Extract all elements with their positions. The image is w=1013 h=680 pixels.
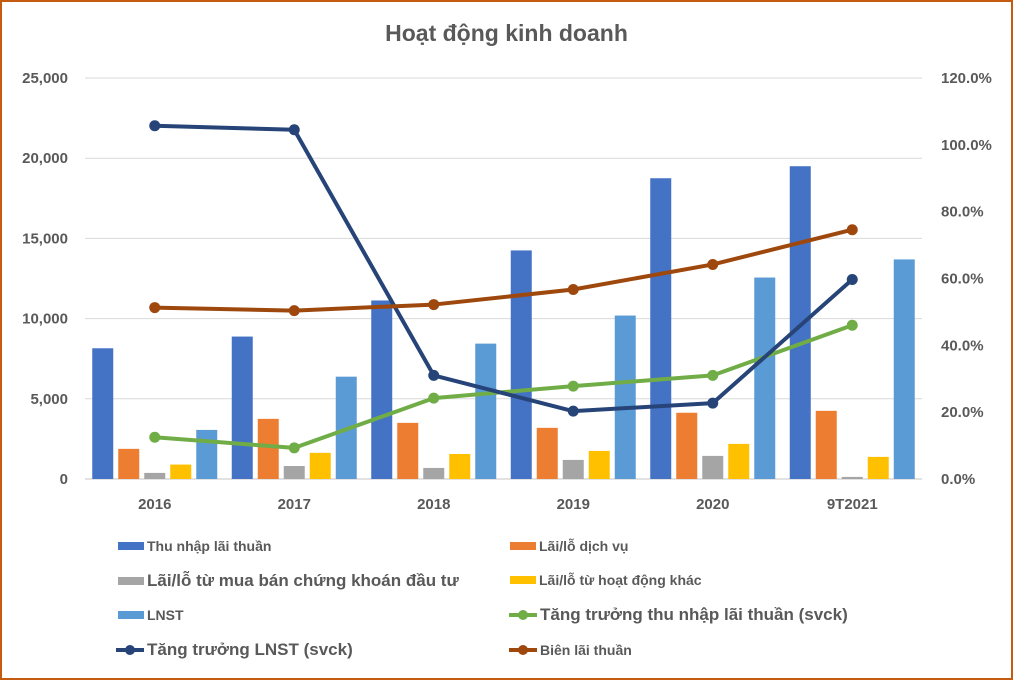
y-right-tick-label: 100.0% [941, 137, 992, 154]
bar-2-2017 [257, 418, 279, 479]
x-tick-label: 2018 [417, 496, 450, 513]
bar-2-2019 [536, 427, 558, 479]
legend-item-bien-lai-thuan: Biên lãi thuần [509, 642, 632, 658]
y-right-tick-label: 0.0% [941, 471, 975, 488]
line-point-1-2020 [707, 369, 719, 381]
bar-1-2019 [510, 250, 532, 479]
line-point-2-2018 [428, 369, 440, 381]
line-point-1-9T2021 [846, 319, 858, 331]
legend-label: Tăng trưởng LNST (svck) [147, 640, 353, 659]
line-point-3-2018 [428, 299, 440, 311]
legend-item-lai-lo-chung-khoan: Lãi/lỗ từ mua bán chứng khoán đầu tư [118, 571, 459, 591]
legend-swatch [510, 542, 536, 550]
legend-line-marker [509, 607, 537, 623]
bar-3-9T2021 [841, 476, 863, 479]
line-point-2-2017 [288, 124, 300, 136]
y-left-tick-label: 5,000 [30, 391, 68, 408]
line-point-1-2017 [288, 442, 300, 454]
y-left-tick-label: 0 [60, 471, 68, 488]
bar-5-2019 [614, 315, 636, 479]
legend-line-marker [116, 642, 144, 658]
legend-item-tang-truong-lnst: Tăng trưởng LNST (svck) [116, 640, 353, 660]
bar-4-9T2021 [867, 456, 889, 479]
bar-3-2019 [562, 459, 584, 479]
y-left-tick-label: 15,000 [22, 230, 68, 247]
line-point-2-2016 [149, 120, 161, 132]
legend-item-lai-lo-dich-vu: Lãi/lỗ dịch vụ [510, 538, 628, 554]
chart-title: Hoạt động kinh doanh [385, 20, 628, 46]
line-point-1-2018 [428, 392, 440, 404]
bar-3-2020 [702, 455, 724, 479]
line-point-1-2016 [149, 431, 161, 443]
bar-4-2018 [449, 453, 471, 479]
y-left-tick-label: 25,000 [22, 70, 68, 87]
legend-label: Lãi/lỗ từ mua bán chứng khoán đầu tư [147, 571, 459, 590]
legend-label: Tăng trưởng thu nhập lãi thuần (svck) [540, 605, 848, 624]
bar-1-2018 [371, 300, 393, 479]
legend-line-marker [509, 642, 537, 658]
x-tick-label: 9T2021 [827, 496, 878, 513]
line-point-2-2019 [567, 405, 579, 417]
bar-2-9T2021 [815, 410, 837, 479]
legend-item-lai-lo-hoat-dong-khac: Lãi/lỗ từ hoạt động khác [510, 572, 702, 588]
bar-1-9T2021 [789, 166, 811, 479]
bar-3-2016 [144, 472, 166, 479]
bar-4-2020 [728, 443, 750, 479]
bar-5-2020 [754, 277, 776, 479]
y-right-tick-label: 80.0% [941, 204, 984, 221]
legend-item-thu-nhap-lai-thuan: Thu nhập lãi thuần [118, 538, 271, 554]
legend-label: Biên lãi thuần [540, 642, 632, 658]
line-point-1-2019 [567, 380, 579, 392]
legend-item-lnst: LNST [118, 607, 184, 623]
line-point-2-9T2021 [846, 274, 858, 286]
bar-2-2016 [118, 448, 140, 479]
line-series-3 [154, 227, 853, 313]
legend-label: LNST [147, 607, 184, 623]
line-point-3-9T2021 [846, 224, 858, 236]
bar-2-2018 [397, 422, 419, 479]
x-tick-label: 2020 [696, 496, 729, 513]
line-point-3-2016 [149, 302, 161, 314]
bar-1-2016 [92, 348, 114, 479]
bar-1-2017 [231, 336, 253, 479]
legend-swatch [118, 577, 144, 585]
x-tick-label: 2017 [278, 496, 311, 513]
y-right-tick-label: 60.0% [941, 271, 984, 288]
x-tick-label: 2019 [557, 496, 590, 513]
bar-2-2020 [676, 412, 698, 479]
legend-label: Lãi/lỗ từ hoạt động khác [539, 572, 702, 588]
line-point-2-2020 [707, 397, 719, 409]
legend-swatch [118, 611, 144, 619]
line-point-3-2020 [707, 258, 719, 270]
x-tick-label: 2016 [138, 496, 171, 513]
legend-label: Thu nhập lãi thuần [147, 538, 272, 554]
bar-5-9T2021 [893, 259, 915, 479]
y-left-tick-label: 20,000 [22, 150, 68, 167]
line-point-3-2017 [288, 305, 300, 317]
y-right-tick-label: 20.0% [941, 404, 984, 421]
bar-5-2018 [475, 343, 497, 479]
legend-item-tang-truong-thu-nhap: Tăng trưởng thu nhập lãi thuần (svck) [509, 605, 848, 625]
y-left-tick-label: 10,000 [22, 311, 68, 328]
bar-5-2016 [196, 429, 218, 479]
bar-1-2020 [650, 178, 672, 479]
bar-4-2017 [309, 452, 331, 479]
legend-swatch [510, 576, 536, 584]
bar-4-2019 [588, 450, 610, 479]
bar-3-2018 [423, 467, 445, 479]
y-right-tick-label: 40.0% [941, 337, 984, 354]
bar-4-2016 [170, 464, 192, 479]
legend-swatch [118, 542, 144, 550]
bar-3-2017 [283, 466, 305, 479]
legend-label: Lãi/lỗ dịch vụ [539, 538, 629, 554]
y-right-tick-label: 120.0% [941, 70, 992, 87]
line-point-3-2019 [567, 284, 579, 296]
line-series-2 [154, 123, 854, 414]
